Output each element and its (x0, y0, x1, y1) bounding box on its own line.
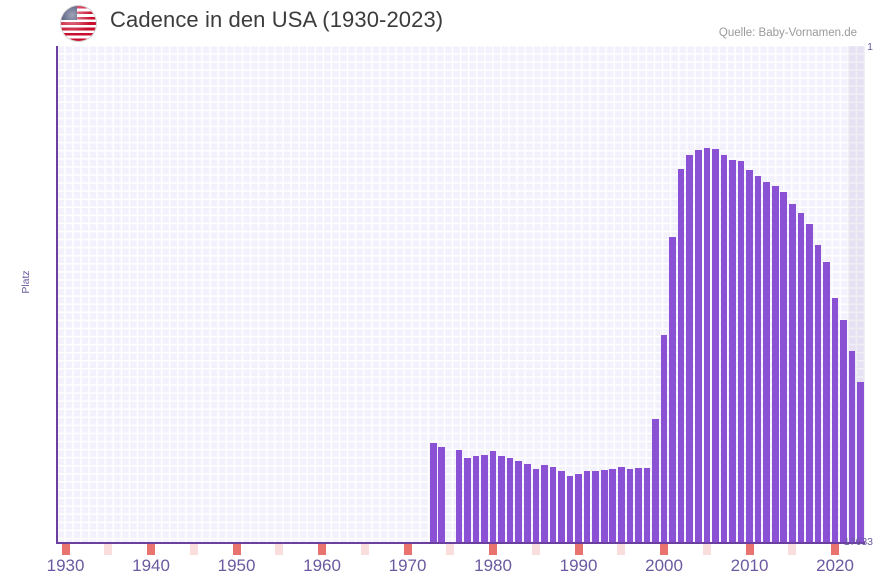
bar (729, 159, 736, 543)
bar (575, 474, 582, 543)
bar (763, 181, 770, 543)
x-tick-minor (446, 544, 455, 555)
bar (857, 382, 865, 543)
bar (558, 471, 565, 543)
us-flag-icon (61, 6, 96, 41)
x-tick-major (489, 544, 498, 555)
bar (464, 458, 471, 543)
bar (481, 454, 488, 543)
flag-glare (61, 6, 96, 41)
bar (737, 160, 745, 543)
x-axis-label: 1960 (303, 556, 341, 575)
bar (583, 470, 591, 543)
x-tick-minor (788, 544, 797, 555)
x-axis-ticks (57, 544, 865, 555)
bar (686, 154, 693, 543)
bar (438, 446, 446, 543)
bar (677, 169, 685, 543)
x-axis-labels: 1930 1940 1950 1960 1970 1980 1990 2000 2010 2020 (0, 556, 873, 582)
x-tick-minor (275, 544, 284, 555)
page-title: Cadence in den USA (1930-2023) (110, 7, 444, 32)
bar (780, 192, 788, 543)
bar (652, 418, 659, 543)
plot-area (57, 46, 865, 543)
bar-series (57, 46, 865, 543)
bar (712, 149, 719, 543)
bar (806, 223, 813, 543)
x-tick-major (831, 544, 840, 555)
bar (600, 470, 608, 543)
x-tick-major (574, 544, 583, 555)
y-axis-line (56, 46, 58, 543)
bar (635, 468, 642, 543)
bar (489, 450, 497, 543)
bar (703, 148, 711, 543)
bar (814, 245, 822, 543)
x-tick-major (745, 544, 754, 555)
bar (506, 458, 514, 543)
x-tick-major (61, 544, 70, 555)
x-axis-label: 2000 (645, 556, 683, 575)
bar (455, 450, 463, 543)
bar (848, 350, 856, 543)
x-axis-label: 1940 (132, 556, 170, 575)
x-tick-minor (531, 544, 540, 555)
bar (754, 176, 762, 543)
bar (643, 468, 651, 543)
chart-header: Cadence in den USA (1930-2023) Quelle: B… (0, 0, 873, 46)
bar (720, 154, 728, 543)
bar (609, 469, 617, 543)
x-tick-minor (702, 544, 711, 555)
bar (823, 261, 830, 543)
x-tick-major (147, 544, 156, 555)
x-axis-label: 1950 (217, 556, 256, 575)
bar (592, 470, 599, 543)
y-axis-title: Platz (20, 270, 32, 294)
source-attribution: Quelle: Baby-Vornamen.de (718, 27, 857, 39)
bar (618, 467, 625, 543)
x-tick-major (232, 544, 241, 555)
bar (669, 237, 676, 543)
bar (840, 320, 847, 543)
x-tick-major (318, 544, 327, 555)
bar (472, 456, 480, 543)
x-axis-label: 2010 (730, 556, 769, 575)
bar (831, 297, 839, 543)
bar (541, 465, 548, 543)
x-axis-label: 2020 (816, 556, 854, 575)
y-axis-top-label: 1 (867, 41, 873, 53)
bar (660, 334, 668, 543)
x-axis-label: 1980 (474, 556, 512, 575)
x-tick-major (403, 544, 412, 555)
x-axis-label: 1930 (46, 556, 85, 575)
bar (626, 468, 634, 543)
x-axis-line (56, 542, 865, 544)
bar (789, 203, 796, 543)
bar (515, 460, 522, 543)
bar (523, 463, 531, 543)
bar (429, 442, 437, 543)
bar (694, 150, 702, 543)
x-axis-label: 1990 (559, 556, 598, 575)
bar (566, 476, 574, 543)
x-tick-minor (189, 544, 198, 555)
x-axis-label: 1970 (388, 556, 427, 575)
x-tick-minor (617, 544, 626, 555)
x-tick-minor (360, 544, 369, 555)
bar (549, 467, 557, 543)
x-tick-major (660, 544, 669, 555)
bar (532, 468, 540, 543)
x-tick-minor (104, 544, 113, 555)
bar (771, 185, 779, 543)
bar (498, 456, 505, 543)
bar (746, 170, 753, 543)
bar (797, 212, 805, 543)
y-axis-bottom-label: 17633 (843, 536, 873, 548)
